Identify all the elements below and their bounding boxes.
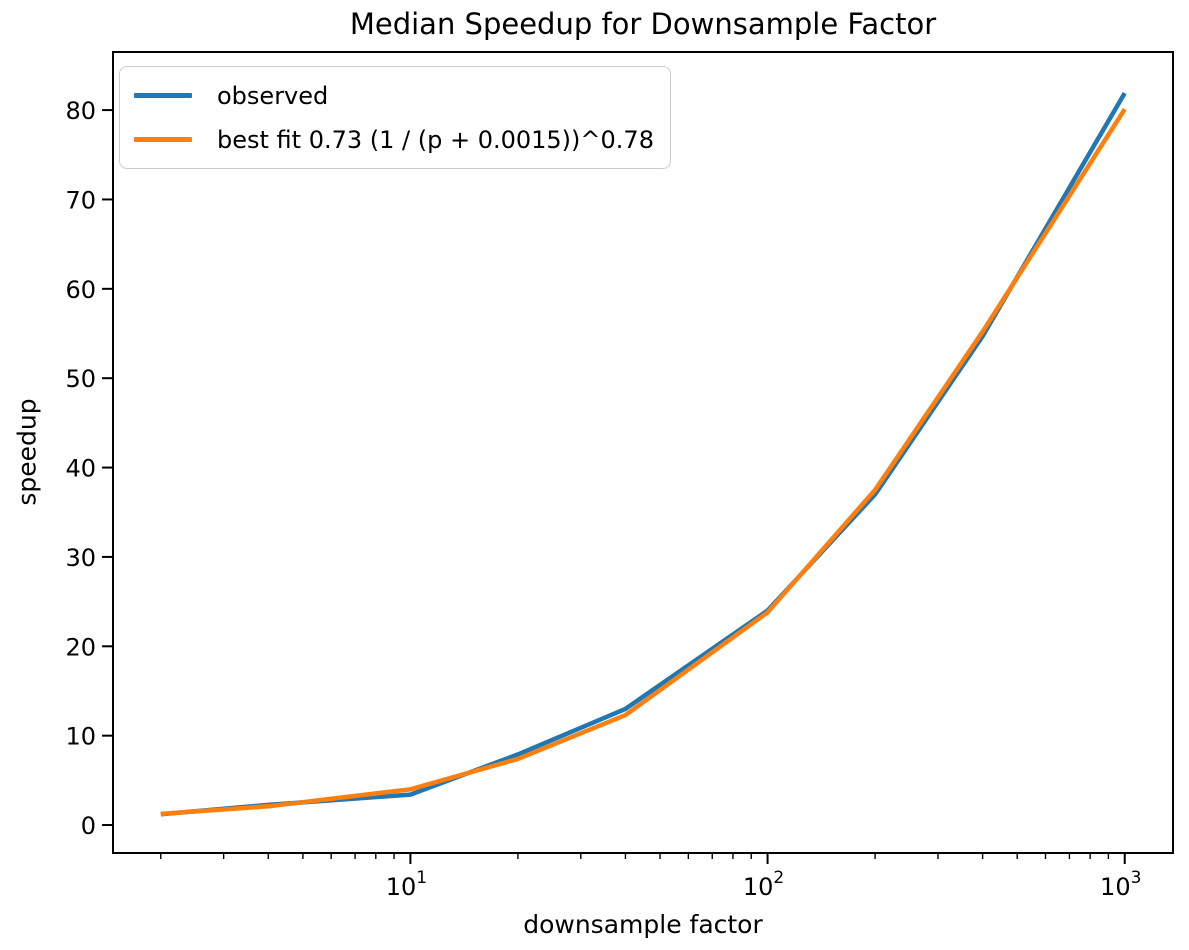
y-tick-label: 80 [65,97,96,125]
x-tick-label: 103 [1100,868,1141,901]
series-line-best-fit [160,107,1127,817]
legend-label: observed [217,81,329,110]
legend-entry-best-fit: best fit 0.73 (1 / (p + 0.0015))^0.78 [134,119,654,160]
y-tick-label: 0 [81,812,96,840]
x-tick-label: 101 [386,868,427,901]
axes-spines [112,51,1174,854]
y-tick-label: 10 [65,723,96,751]
legend: observed best fit 0.73 (1 / (p + 0.0015))… [119,66,671,169]
legend-label: best fit 0.73 (1 / (p + 0.0015))^0.78 [217,125,654,154]
series-line-observed [160,91,1127,817]
y-tick-label: 50 [65,365,96,393]
x-tick-label: 102 [743,868,784,901]
y-tick-label: 30 [65,544,96,572]
chart-title: Median Speedup for Downsample Factor [349,7,937,41]
y-tick-label: 60 [65,276,96,304]
legend-entry-observed: observed [134,75,654,116]
y-tick-label: 40 [65,455,96,483]
y-tick-label: 70 [65,186,96,214]
legend-line-sample [134,137,192,142]
x-axis-label: downsample factor [523,910,763,939]
y-tick-label: 20 [65,633,96,661]
legend-line-sample [134,93,192,98]
